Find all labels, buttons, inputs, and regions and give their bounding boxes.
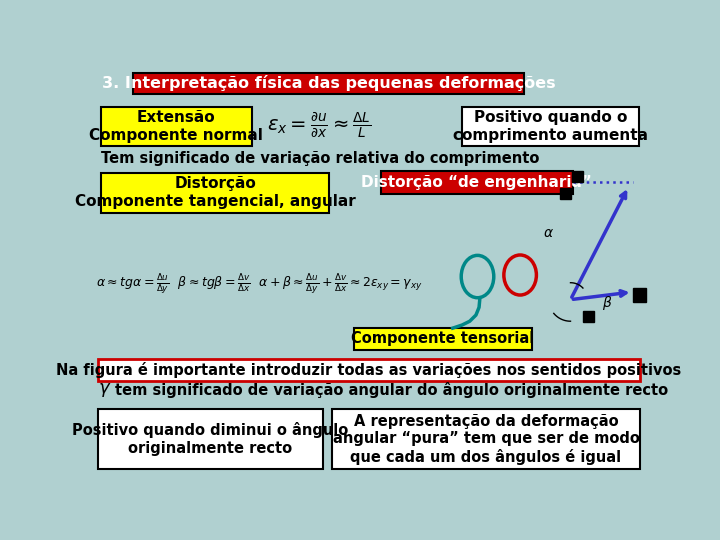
FancyBboxPatch shape <box>98 359 640 381</box>
FancyBboxPatch shape <box>101 173 330 213</box>
Text: Tem significado de variação relativa do comprimento: Tem significado de variação relativa do … <box>101 151 539 166</box>
FancyBboxPatch shape <box>462 107 639 146</box>
Text: Positivo quando o
comprimento aumenta: Positivo quando o comprimento aumenta <box>453 110 648 143</box>
Text: 3. Interpretação física das pequenas deformações: 3. Interpretação física das pequenas def… <box>102 75 555 91</box>
FancyBboxPatch shape <box>101 107 252 146</box>
FancyBboxPatch shape <box>381 171 573 194</box>
Text: $\gamma$: $\gamma$ <box>98 381 111 399</box>
Text: Componente tensorial: Componente tensorial <box>351 332 534 347</box>
Text: Distorção “de engenharia”: Distorção “de engenharia” <box>361 175 592 190</box>
Text: Na figura é importante introduzir todas as variações nos sentidos positivos: Na figura é importante introduzir todas … <box>56 362 682 377</box>
Bar <box>559 188 570 199</box>
Text: $\beta$: $\beta$ <box>603 294 613 313</box>
Bar <box>583 311 594 322</box>
Text: tem significado de variação angular do ângulo originalmente recto: tem significado de variação angular do â… <box>114 382 668 398</box>
FancyBboxPatch shape <box>132 72 524 94</box>
FancyBboxPatch shape <box>332 409 640 469</box>
Text: Distorção
Componente tangencial, angular: Distorção Componente tangencial, angular <box>75 177 356 209</box>
Text: A representação da deformação
angular “pura” tem que ser de modo
que cada um dos: A representação da deformação angular “p… <box>333 414 639 464</box>
Bar <box>632 288 647 302</box>
FancyBboxPatch shape <box>98 409 323 469</box>
Bar <box>572 171 583 182</box>
Text: $\varepsilon_x = \frac{\partial u}{\partial x} \approx \frac{\Delta L}{L}$: $\varepsilon_x = \frac{\partial u}{\part… <box>266 111 371 141</box>
Text: $\alpha \approx tg\alpha = \frac{\Delta u}{\Delta y}$  $\beta \approx tg\beta = : $\alpha \approx tg\alpha = \frac{\Delta … <box>96 272 423 296</box>
FancyBboxPatch shape <box>354 328 532 350</box>
Text: Positivo quando diminui o ângulo
originalmente recto: Positivo quando diminui o ângulo origina… <box>72 422 348 456</box>
Text: Extensão
Componente normal: Extensão Componente normal <box>89 110 264 143</box>
Text: $\alpha$: $\alpha$ <box>544 226 554 240</box>
